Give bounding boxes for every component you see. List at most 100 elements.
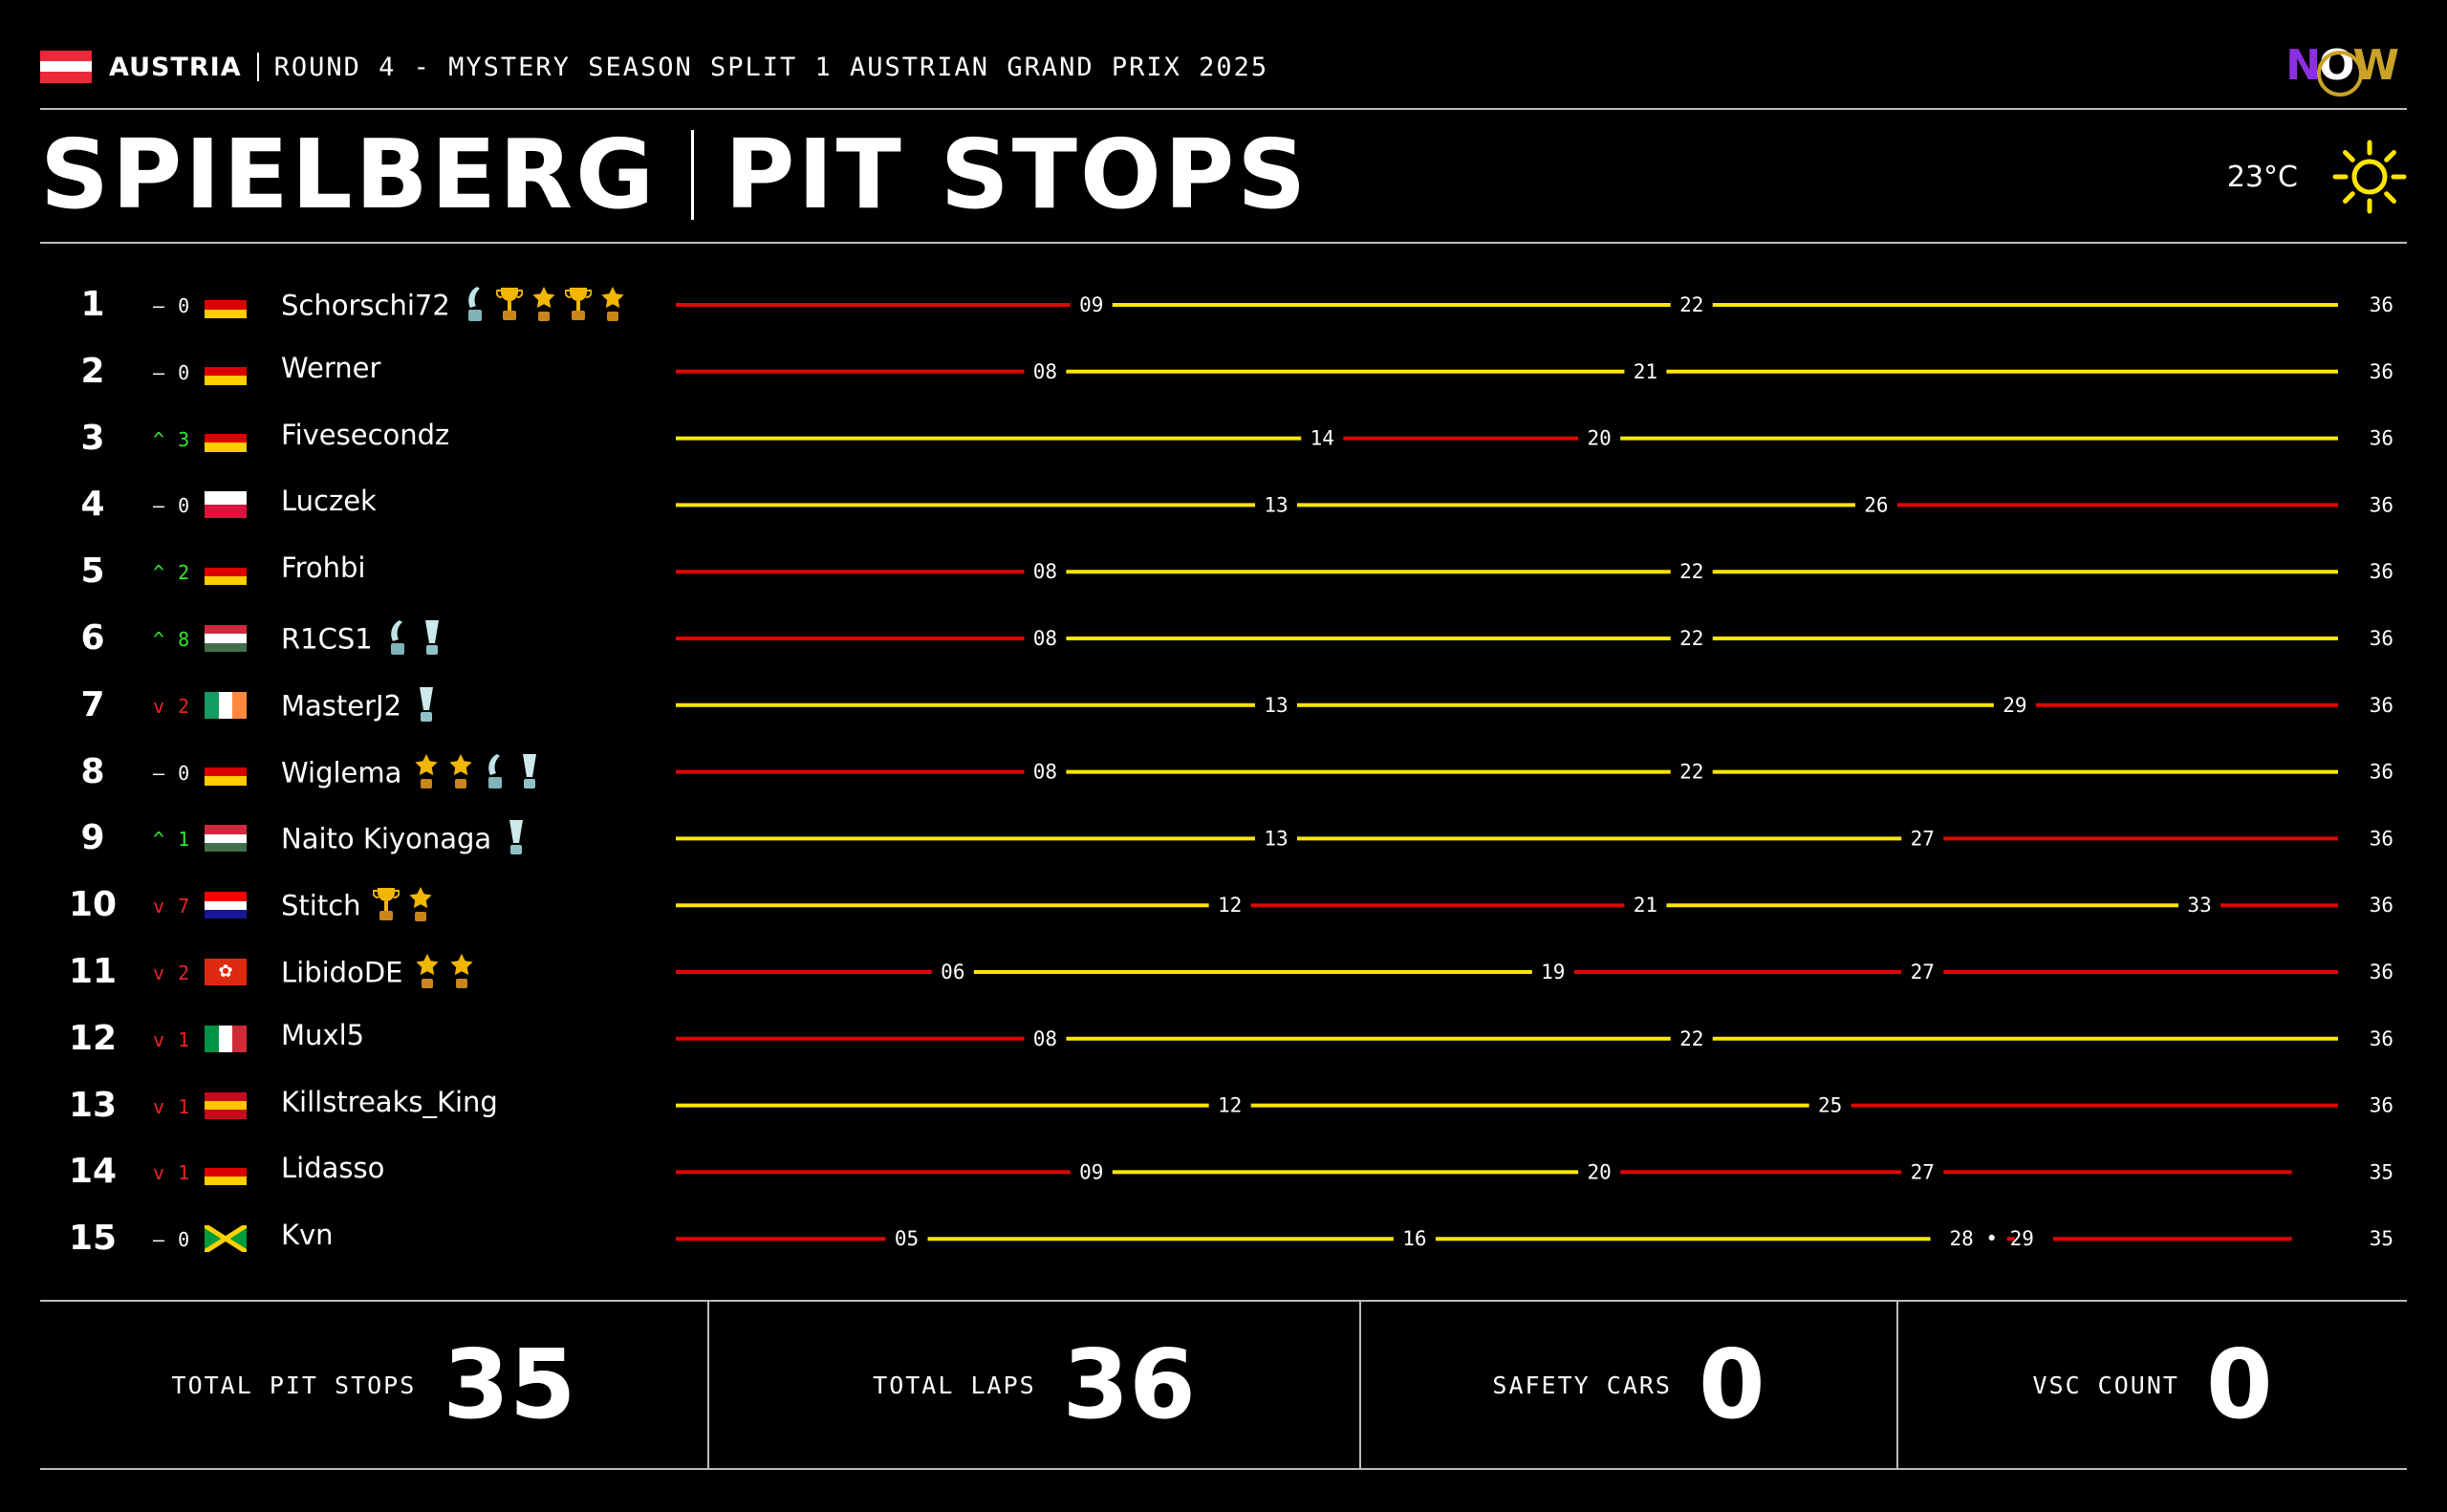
trophy-gold-icon bbox=[564, 285, 593, 330]
weather-widget: 23°C bbox=[2227, 134, 2407, 220]
position-change-value: 7 bbox=[178, 895, 191, 918]
dash-icon: – bbox=[153, 294, 179, 317]
table-row: 4 – 0 Luczek bbox=[40, 471, 2407, 538]
position-number: 14 bbox=[68, 1152, 118, 1192]
section-title: PIT STOPS bbox=[725, 119, 1310, 230]
trophy-list bbox=[414, 952, 475, 997]
trophy-star-icon bbox=[407, 885, 434, 930]
driver-flag bbox=[205, 357, 247, 385]
driver-name: Luczek bbox=[281, 485, 377, 517]
arrow-down-icon: v bbox=[153, 961, 179, 984]
driver-flag bbox=[205, 825, 247, 853]
position-change: v 1 bbox=[153, 1095, 190, 1118]
driver-name: Killstreaks_King bbox=[281, 1086, 498, 1118]
stat-safety-cars: SAFETY CARS 0 bbox=[1361, 1302, 1896, 1468]
trophy-list bbox=[413, 752, 543, 797]
position-change-value: 3 bbox=[178, 427, 191, 451]
country-name: AUSTRIA bbox=[109, 52, 242, 82]
driver-name-text: Schorschi72 bbox=[281, 289, 450, 322]
position-number: 5 bbox=[80, 551, 105, 592]
trophy-gold-icon bbox=[495, 285, 524, 330]
position-change: v 2 bbox=[153, 695, 190, 718]
trophy-cup-icon bbox=[413, 685, 440, 730]
position-number: 3 bbox=[80, 418, 105, 458]
title-rule bbox=[40, 242, 2407, 244]
driver-flag bbox=[205, 424, 247, 452]
trophy-star-icon bbox=[599, 285, 626, 330]
trophy-silver-icon bbox=[462, 285, 488, 330]
stat-label: TOTAL LAPS bbox=[873, 1371, 1036, 1399]
trophy-gold-icon bbox=[372, 885, 400, 930]
temperature: 23°C bbox=[2226, 160, 2298, 194]
position-change-value: 1 bbox=[178, 1027, 191, 1051]
position-change-value: 2 bbox=[178, 694, 191, 718]
driver-name: Fivesecondz bbox=[281, 419, 449, 451]
driver-flag bbox=[205, 625, 247, 652]
trophy-cup-icon bbox=[419, 618, 445, 663]
position-change: – 0 bbox=[153, 762, 190, 785]
trophy-star-icon bbox=[447, 752, 474, 797]
driver-name: R1CS1 bbox=[281, 618, 445, 663]
position-number: 13 bbox=[68, 1085, 118, 1125]
driver-name: MasterJ2 bbox=[281, 685, 440, 730]
driver-name: Lidasso bbox=[281, 1152, 384, 1184]
table-row: 3 ^ 3 Fivesecondz bbox=[40, 405, 2407, 472]
table-row: 8 – 0 Wiglema bbox=[40, 739, 2407, 806]
driver-name-text: Kvn bbox=[281, 1219, 334, 1252]
trophy-silver-icon bbox=[384, 618, 411, 663]
position-change-value: 2 bbox=[178, 961, 191, 984]
position-number: 1 bbox=[80, 285, 105, 324]
driver-flag: ✿ bbox=[205, 959, 247, 985]
table-row: 14 v 1 Lidasso bbox=[40, 1138, 2407, 1205]
position-change-value: 1 bbox=[178, 828, 191, 852]
title-divider bbox=[691, 130, 695, 220]
driver-flag bbox=[205, 1225, 247, 1253]
header-rule bbox=[40, 108, 2407, 110]
position-change: ^ 1 bbox=[153, 828, 190, 851]
stat-label: SAFETY CARS bbox=[1492, 1371, 1672, 1399]
position-change: v 2 bbox=[153, 961, 190, 984]
trophy-silver-icon bbox=[482, 752, 509, 797]
driver-name: Frohbi bbox=[281, 551, 365, 584]
stat-vsc-count: VSC COUNT 0 bbox=[1898, 1302, 2407, 1468]
arrow-down-icon: v bbox=[153, 1027, 179, 1051]
driver-name: Muxl5 bbox=[281, 1019, 364, 1051]
position-change-value: 2 bbox=[178, 561, 191, 585]
position-change: ^ 8 bbox=[153, 628, 190, 651]
table-row: 7 v 2 MasterJ2 bbox=[40, 672, 2407, 739]
driver-flag bbox=[205, 292, 247, 318]
driver-name-text: Stitch bbox=[281, 889, 361, 922]
driver-name-text: Naito Kiyonaga bbox=[281, 822, 492, 855]
driver-flag bbox=[205, 892, 247, 919]
driver-name-text: R1CS1 bbox=[281, 622, 373, 656]
driver-name: Kvn bbox=[281, 1219, 334, 1251]
position-number: 8 bbox=[80, 751, 105, 791]
stat-total-pit-stops: TOTAL PIT STOPS 35 bbox=[40, 1302, 707, 1468]
trophy-list bbox=[503, 818, 530, 863]
table-row: 6 ^ 8 R1CS1 bbox=[40, 605, 2407, 672]
arrow-up-icon: ^ bbox=[153, 427, 179, 451]
driver-flag bbox=[205, 1158, 247, 1186]
dash-icon: – bbox=[153, 1228, 179, 1252]
driver-name: Stitch bbox=[281, 885, 434, 930]
position-change-value: 0 bbox=[178, 294, 191, 317]
table-row: 10 v 7 Stitch bbox=[40, 872, 2407, 939]
arrow-down-icon: v bbox=[153, 1161, 179, 1185]
position-change: v 1 bbox=[153, 1161, 190, 1184]
table-row: 13 v 1 Killstreaks_King bbox=[40, 1072, 2407, 1139]
stat-value: 35 bbox=[443, 1328, 576, 1440]
position-number: 12 bbox=[68, 1018, 118, 1058]
country-flag bbox=[40, 51, 92, 83]
arrow-down-icon: v bbox=[153, 1094, 179, 1118]
table-row: 2 – 0 Werner bbox=[40, 338, 2407, 405]
position-change: – 0 bbox=[153, 494, 190, 517]
arrow-up-icon: ^ bbox=[153, 828, 179, 852]
stat-divider bbox=[1896, 1302, 1898, 1468]
trophy-star-icon bbox=[531, 285, 557, 330]
position-change-value: 1 bbox=[178, 1094, 191, 1118]
position-number: 15 bbox=[68, 1219, 118, 1259]
driver-name-text: Killstreaks_King bbox=[281, 1085, 498, 1118]
position-change-value: 1 bbox=[178, 1161, 191, 1185]
trophy-star-icon bbox=[448, 952, 475, 997]
